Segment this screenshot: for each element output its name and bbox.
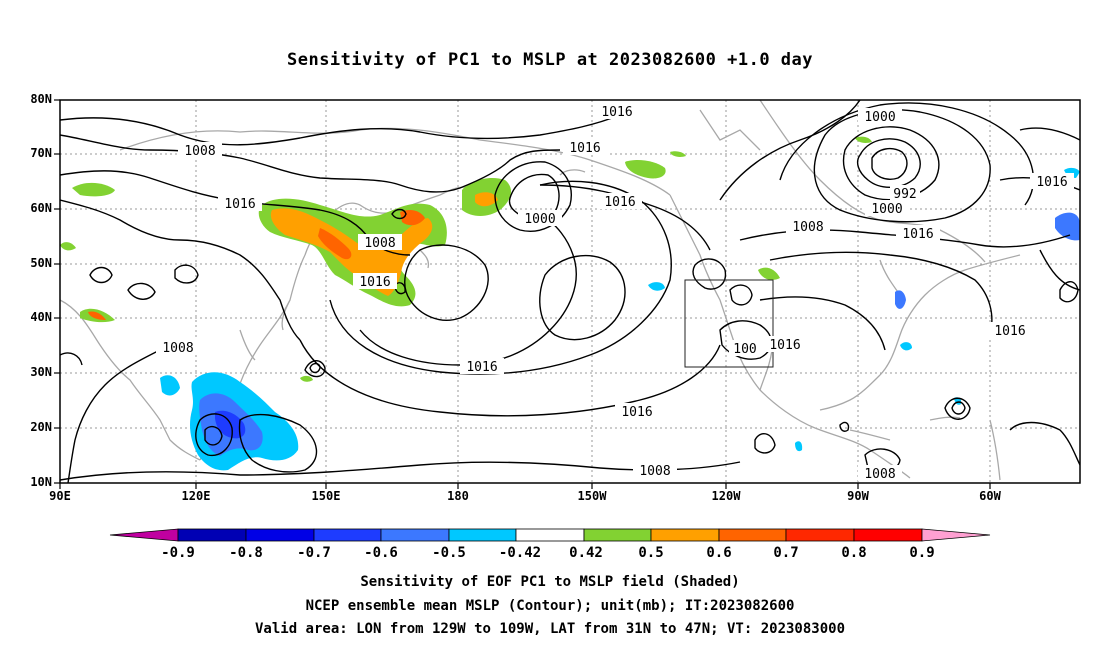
contour-label: 1000 — [524, 212, 555, 227]
map-title: Sensitivity of PC1 to MSLP at 2023082600… — [286, 50, 813, 70]
negative-area-atl-small — [900, 342, 912, 351]
colorbar-label: 0.7 — [773, 545, 799, 561]
coastlines — [60, 100, 1021, 481]
colorbar-swatch — [380, 528, 450, 542]
colorbar-swatch — [313, 528, 382, 542]
contour-label: 1016 — [569, 141, 600, 156]
contour-label: 1008 — [792, 220, 823, 235]
lon-label: 150E — [311, 489, 341, 503]
negative-area-ne-pacific — [648, 282, 665, 291]
contour-label: 1016 — [769, 338, 800, 353]
contour-label: 1000 — [871, 202, 902, 217]
lat-label: 80N — [30, 92, 52, 106]
colorbar-swatch — [245, 528, 315, 542]
colorbar-swatch — [177, 528, 247, 542]
contour-label: 1016 — [1036, 175, 1067, 190]
negative-area-east-us — [895, 290, 906, 309]
lat-label: 50N — [30, 256, 52, 270]
contour-label: 1008 — [639, 464, 670, 479]
contour-label: 100 — [733, 342, 756, 357]
caption-contour: NCEP ensemble mean MSLP (Contour); unit(… — [305, 598, 795, 614]
colorbar-label: -0.6 — [364, 545, 398, 561]
lon-label: 60W — [979, 489, 1001, 503]
lon-label: 120W — [711, 489, 741, 503]
colorbar-swatch — [785, 528, 855, 542]
contour-labels: 1016 1008 1000 1016 1016 1008 1000 992 1… — [156, 103, 1074, 482]
colorbar-swatch — [515, 528, 585, 542]
map-frame — [59, 99, 1081, 484]
lat-label: 20N — [30, 420, 52, 434]
positive-area-canada — [758, 267, 780, 280]
contour-label: 1008 — [184, 144, 215, 159]
lat-label: 40N — [30, 310, 52, 324]
lon-label: 150W — [577, 489, 607, 503]
positive-area-core-2 — [318, 228, 352, 260]
colorbar-swatch — [650, 528, 720, 542]
colorbar-label: -0.7 — [297, 545, 331, 561]
positive-area-siberia — [72, 182, 115, 197]
colorbar-label: -0.42 — [498, 545, 542, 561]
negative-area-1 — [160, 375, 180, 396]
colorbar-swatch — [583, 528, 652, 542]
colorbar-label: 0.42 — [569, 545, 603, 561]
contour-label: 1008 — [162, 341, 193, 356]
contour-label: 1016 — [902, 227, 933, 242]
colorbar — [109, 528, 991, 542]
colorbar-swatch — [718, 528, 787, 542]
lat-label: 70N — [30, 146, 52, 160]
lat-label: 30N — [30, 365, 52, 379]
contour-label: 1016 — [621, 405, 652, 420]
contour-label: 992 — [893, 187, 916, 202]
lat-label: 10N — [30, 475, 52, 489]
contour-label: 1016 — [994, 324, 1025, 339]
positive-area-tibet-core — [88, 311, 106, 320]
colorbar-label: 0.5 — [638, 545, 664, 561]
contour-label: 1016 — [224, 197, 255, 212]
negative-area-atlantic — [1055, 212, 1080, 241]
positive-area-hudson — [855, 136, 872, 143]
negative-area-mexico — [795, 441, 803, 452]
caption-valid-area: Valid area: LON from 129W to 109W, LAT f… — [254, 621, 845, 637]
axis-ticks — [54, 99, 991, 489]
colorbar-label: 0.6 — [706, 545, 732, 561]
lon-label: 120E — [181, 489, 211, 503]
colorbar-label: -0.8 — [229, 545, 263, 561]
lat-label: 60N — [30, 201, 52, 215]
positive-area-west-edge — [60, 242, 76, 251]
colorbar-label: -0.9 — [161, 545, 195, 561]
positive-area-arctic — [670, 151, 686, 157]
contour-label: 1008 — [864, 467, 895, 482]
caption-shading: Sensitivity of EOF PC1 to MSLP field (Sh… — [360, 574, 740, 590]
lon-label: 180 — [447, 489, 469, 503]
contour-label: 1016 — [359, 275, 390, 290]
positive-area-pacific-small — [300, 375, 313, 382]
positive-area-alaska — [625, 160, 666, 179]
colorbar-label: 0.9 — [909, 545, 935, 561]
contour-label: 1016 — [466, 360, 497, 375]
colorbar-label: 0.8 — [841, 545, 867, 561]
colorbar-label: -0.5 — [432, 545, 466, 561]
colorbar-swatch — [853, 528, 923, 542]
colorbar-over-triangle — [921, 528, 991, 542]
colorbar-under-triangle — [109, 528, 179, 542]
contour-label: 1008 — [364, 236, 395, 251]
lon-label: 90E — [49, 489, 71, 503]
valid-area-box — [684, 279, 774, 368]
contour-label: 1000 — [864, 110, 895, 125]
lon-label: 90W — [847, 489, 869, 503]
colorbar-swatch — [448, 528, 517, 542]
contour-label: 1016 — [601, 105, 632, 120]
contour-label: 1016 — [604, 195, 635, 210]
positive-area-bering-core — [475, 192, 498, 207]
